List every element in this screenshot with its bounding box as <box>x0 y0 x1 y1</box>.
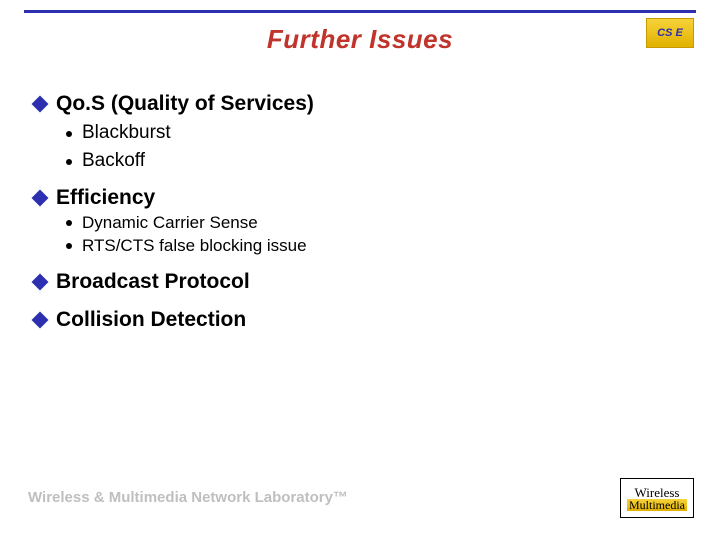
subitem-rts-cts: RTS/CTS false blocking issue <box>66 236 686 256</box>
bullet-efficiency: Efficiency <box>34 186 686 210</box>
diamond-icon <box>32 312 49 329</box>
subitem-label: RTS/CTS false blocking issue <box>82 236 307 256</box>
dot-icon <box>66 131 72 137</box>
dot-icon <box>66 159 72 165</box>
slide-title: Further Issues <box>0 24 720 55</box>
content-area: Qo.S (Quality of Services) Blackburst Ba… <box>34 78 686 332</box>
bullet-broadcast-protocol: Broadcast Protocol <box>34 270 686 294</box>
logo-wireless-multimedia: Wireless Multimedia <box>620 478 694 518</box>
diamond-icon <box>32 274 49 291</box>
dot-icon <box>66 243 72 249</box>
subitem-dynamic-carrier-sense: Dynamic Carrier Sense <box>66 213 686 233</box>
subitem-label: Blackburst <box>82 122 171 144</box>
subitem-backoff: Backoff <box>66 150 686 172</box>
subitem-label: Backoff <box>82 150 145 172</box>
diamond-icon <box>32 190 49 207</box>
logo-bottom-line1: Wireless <box>635 486 680 499</box>
bullet-label: Collision Detection <box>56 308 246 332</box>
bullet-collision-detection: Collision Detection <box>34 308 686 332</box>
subitem-label: Dynamic Carrier Sense <box>82 213 258 233</box>
bullet-label: Efficiency <box>56 186 155 210</box>
footer-label: Wireless & Multimedia Network Laboratory… <box>28 489 348 506</box>
bullet-label: Broadcast Protocol <box>56 270 250 294</box>
logo-bottom-line2: Multimedia <box>627 499 687 511</box>
header-rule <box>24 10 696 13</box>
bullet-qos: Qo.S (Quality of Services) <box>34 92 686 116</box>
logo-csie: CS E <box>646 18 694 48</box>
diamond-icon <box>32 96 49 113</box>
dot-icon <box>66 220 72 226</box>
subitem-blackburst: Blackburst <box>66 122 686 144</box>
bullet-label: Qo.S (Quality of Services) <box>56 92 314 116</box>
